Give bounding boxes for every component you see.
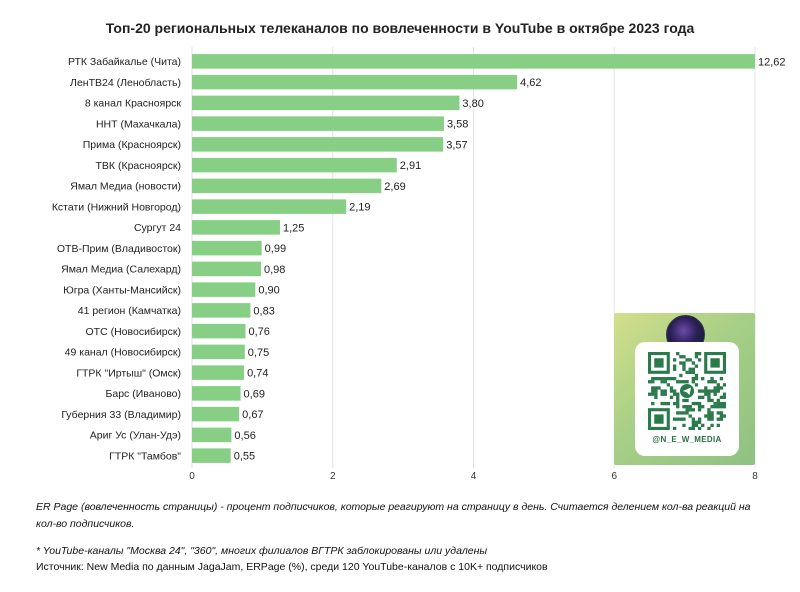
x-tick-label: 4 [471, 471, 477, 482]
x-tick-label: 8 [752, 471, 758, 482]
qr-code-panel: @N_E_W_MEDIA [635, 342, 739, 456]
bar [192, 54, 755, 69]
bar [192, 261, 261, 277]
value-label: 0,69 [244, 388, 265, 400]
category-label: ГТРК "Тамбов" [109, 450, 181, 462]
blocked-channels-note: * YouTube-каналы "Москва 24", "360", мно… [36, 545, 488, 557]
bar [192, 282, 256, 297]
category-label: Ямал Медиа (Салехард) [61, 264, 181, 276]
value-label: 0,67 [242, 409, 263, 421]
bar [192, 199, 347, 214]
value-label: 0,99 [265, 243, 286, 255]
bar [192, 344, 245, 360]
value-label: 0,75 [248, 347, 269, 359]
category-label: Сургут 24 [134, 222, 181, 234]
category-label: Ямал Медиа (новости) [70, 181, 181, 193]
value-label: 0,56 [234, 430, 255, 442]
value-label: 3,57 [446, 139, 467, 151]
value-label: 1,25 [283, 222, 304, 234]
bar [192, 95, 460, 111]
category-label: ЛенТВ24 (Ленобласть) [70, 77, 181, 89]
category-label: 41 регион (Камчатка) [78, 305, 181, 317]
category-label: Югра (Ханты-Мансийск) [63, 284, 181, 296]
bar [192, 220, 280, 235]
value-label: 2,69 [384, 181, 405, 193]
value-label: 3,80 [462, 98, 483, 110]
value-label: 0,98 [264, 264, 285, 276]
category-label: ОТВ-Прим (Владивосток) [57, 243, 181, 255]
value-label: 2,91 [400, 160, 421, 172]
bar [192, 157, 397, 173]
bars [192, 54, 755, 463]
qr-code [648, 352, 726, 430]
value-label: 0,74 [247, 368, 268, 380]
bar [192, 116, 444, 131]
qr-promo-card[interactable]: @N_E_W_MEDIA [614, 313, 755, 465]
bar [192, 365, 245, 380]
channel-handle: @N_E_W_MEDIA [652, 435, 722, 444]
bar-chart: 0 2 4 6 8 РТК Забайкалье (Чита) 12,62 ЛенТВ24 (… [52, 47, 786, 482]
x-tick-label: 2 [330, 471, 336, 482]
er-definition-note: ER Page (вовлеченность страницы) - проце… [36, 501, 751, 530]
bar [192, 137, 444, 152]
value-label: 0,90 [258, 285, 279, 297]
value-label: 0,55 [234, 451, 255, 463]
value-label: 0,83 [253, 305, 274, 317]
bar [192, 427, 232, 443]
value-label: 3,58 [447, 119, 468, 131]
bar [192, 386, 241, 401]
bar [192, 178, 382, 194]
category-label: ОТС (Новосибирск) [86, 326, 181, 338]
category-label: 49 канал (Новосибирск) [65, 347, 181, 359]
category-label: 8 канал Красноярск [85, 98, 182, 110]
bar [192, 323, 246, 339]
category-label: ГТРК "Иртыш" (Омск) [76, 367, 181, 379]
category-label: Барс (Иваново) [105, 388, 181, 400]
value-label: 12,62 [758, 56, 786, 68]
category-label: Прима (Красноярск) [83, 139, 181, 151]
chart-title: Топ-20 региональных телеканалов по вовле… [105, 20, 695, 36]
bar [192, 240, 262, 256]
bar [192, 406, 240, 422]
category-label: ННТ (Махачкала) [96, 118, 181, 130]
x-tick-label: 0 [189, 471, 195, 482]
bar [192, 303, 251, 318]
category-label: ТВК (Красноярск) [96, 160, 182, 172]
bar [192, 448, 231, 463]
source-note: Источник: New Media по данным JagaJam, E… [36, 561, 548, 573]
value-label: 2,19 [349, 202, 370, 214]
labels: 0 2 4 6 8 РТК Забайкалье (Чита) 12,62 ЛенТВ24 (… [52, 56, 786, 482]
bar [192, 74, 518, 90]
x-tick-label: 6 [611, 471, 617, 482]
category-label: Кстати (Нижний Новгород) [52, 201, 181, 213]
category-label: Губерния 33 (Владимир) [61, 409, 181, 421]
category-label: РТК Забайкалье (Чита) [68, 56, 181, 68]
category-label: Ариг Ус (Улан-Удэ) [90, 430, 181, 442]
value-label: 4,62 [520, 77, 541, 89]
value-label: 0,76 [248, 326, 269, 338]
